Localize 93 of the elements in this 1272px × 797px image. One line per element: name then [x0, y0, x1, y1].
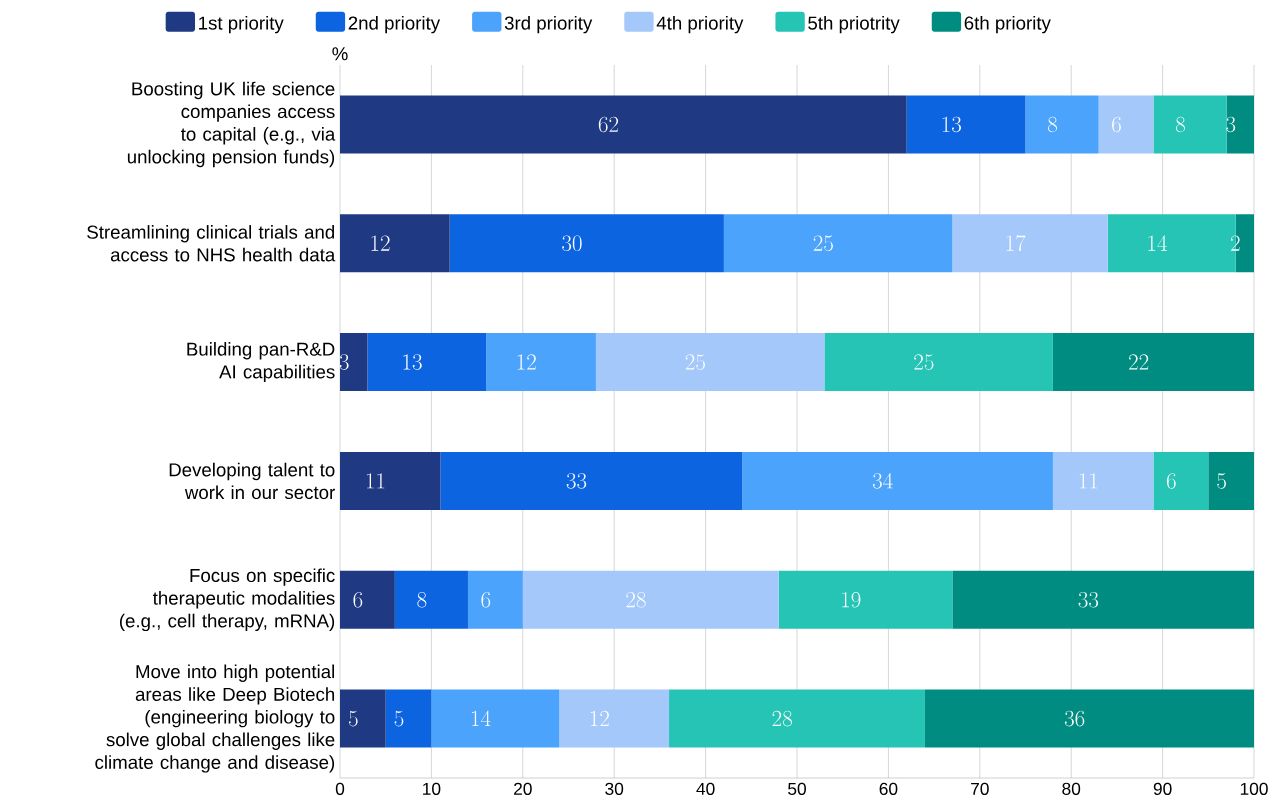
bar: [385, 689, 432, 748]
bar: [394, 570, 468, 629]
y-tick-label: Boosting UK life science companies access to capital (e.g., via unlocking pension funds): [127, 81, 336, 168]
y-tick-label: Developing talent to work in our sector: [169, 462, 335, 500]
y-tick-label: Focus on specific therapeutic modalities (e.g., cell therapy, mRNA): [119, 568, 335, 632]
bar: [431, 689, 560, 748]
data-label: 28: [772, 710, 792, 727]
data-label: 11: [366, 473, 385, 489]
legend-label: 1st priority: [199, 15, 284, 34]
legend-label: 2nd priority: [348, 15, 441, 34]
y-tick-label: Streamlining clinical trials and access to NHS health data: [87, 225, 336, 262]
data-label: 8: [417, 591, 427, 608]
bar: [1208, 451, 1255, 510]
bar: [1153, 95, 1227, 154]
bar: [340, 451, 441, 510]
x-tick-label: 80: [1062, 782, 1081, 795]
data-label: 12: [590, 710, 609, 727]
bar: [669, 689, 925, 748]
x-tick-label: 100: [1240, 782, 1268, 795]
x-tick-label: 50: [788, 782, 806, 795]
legend-label: 4th priority: [656, 15, 744, 34]
bar: [1226, 95, 1255, 154]
data-label: 8: [1175, 116, 1185, 133]
data-label: 36: [1064, 710, 1085, 727]
bar: [824, 333, 1053, 392]
data-label: 25: [813, 235, 833, 252]
bar: [440, 451, 743, 510]
bar: [559, 689, 670, 748]
data-label: 12: [371, 235, 390, 251]
x-tick-label: 70: [971, 782, 989, 795]
bar: [1052, 333, 1255, 392]
bar: [906, 95, 1026, 154]
bar: [486, 333, 596, 392]
data-label: 33: [566, 473, 587, 489]
data-label: 28: [626, 591, 646, 608]
data-label: 6: [1112, 116, 1121, 133]
bar: [449, 214, 724, 273]
data-label: 11: [1079, 473, 1098, 489]
data-label: 33: [1078, 591, 1099, 608]
data-label: 14: [471, 710, 491, 727]
data-label: 6: [1166, 473, 1176, 489]
legend-label: 6th priority: [964, 15, 1051, 34]
bar: [742, 451, 1053, 510]
data-label: 62: [598, 116, 619, 133]
data-label: 2: [1230, 235, 1240, 251]
x-tick-label: 90: [1153, 782, 1172, 795]
bar: [1098, 95, 1154, 154]
bar: [595, 333, 825, 392]
bar: [1153, 451, 1209, 510]
y-tick-label: Move into high potential areas like Deep Biotech (engineering biology to solve global challenges like climate change and disease): [95, 664, 335, 773]
y-tick-label: Building pan-R&D AI capabilities: [187, 342, 335, 383]
bar: [467, 570, 523, 629]
data-label: 6: [481, 591, 491, 608]
bar: [1052, 451, 1154, 510]
bar: [340, 570, 395, 629]
bar: [723, 214, 953, 273]
data-label: 5: [348, 710, 358, 727]
data-label: 22: [1129, 354, 1149, 370]
bar: [778, 570, 953, 629]
data-label: 6: [353, 591, 363, 608]
data-label: 13: [403, 354, 422, 370]
bar: [340, 95, 907, 154]
bar: [522, 570, 779, 629]
bar: [924, 689, 1255, 748]
data-label: 3: [1226, 116, 1236, 133]
x-tick-label: 20: [514, 782, 532, 795]
data-label: 34: [872, 472, 893, 489]
bar: [340, 333, 368, 392]
data-label: 5: [394, 710, 404, 727]
x-tick-label: 30: [605, 782, 624, 795]
data-label: 25: [914, 354, 934, 370]
data-label: 14: [1148, 235, 1167, 251]
bar: [340, 689, 386, 748]
x-tick-label: 0: [335, 782, 345, 795]
data-label: 19: [842, 591, 861, 608]
data-label: 5: [1217, 473, 1226, 489]
bar: [952, 570, 1255, 629]
bar: [1025, 95, 1099, 154]
legend-label: 3rd priority: [504, 15, 593, 34]
data-label: 30: [562, 235, 582, 252]
bar: [367, 333, 487, 392]
data-label: 12: [517, 354, 536, 370]
x-tick-label: 60: [879, 782, 898, 795]
x-tick-label: 10: [423, 782, 441, 795]
data-label: 17: [1006, 235, 1026, 252]
data-label: 8: [1047, 116, 1058, 133]
bar: [952, 214, 1108, 273]
bar: [340, 214, 450, 273]
x-axis-title: %: [332, 47, 348, 61]
data-label: 25: [685, 354, 705, 370]
data-label: 13: [942, 116, 962, 133]
legend-label: 5th priotrity: [808, 15, 900, 34]
x-tick-label: 40: [696, 782, 715, 795]
